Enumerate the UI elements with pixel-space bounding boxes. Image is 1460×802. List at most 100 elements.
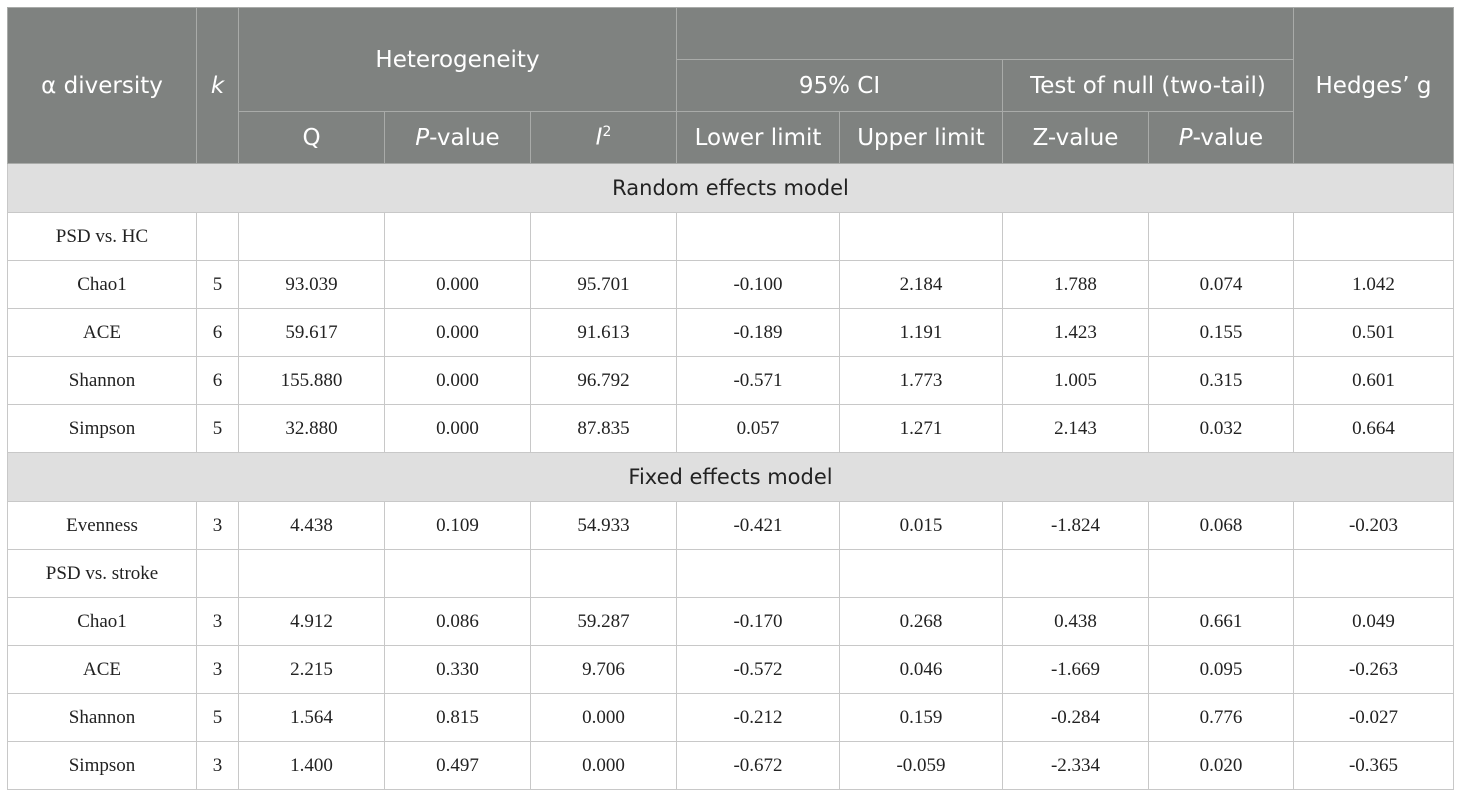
table-row: Shannon 5 1.564 0.815 0.000 -0.212 0.159… — [7, 693, 1454, 742]
cell-i-squared: 59.287 — [530, 597, 677, 646]
header-95-ci: 95% CI — [676, 59, 1003, 112]
cell-i-squared: 9.706 — [530, 645, 677, 694]
group-row: PSD vs. stroke — [7, 549, 1454, 598]
cell-i-squared: 91.613 — [530, 308, 677, 357]
cell-name: Chao1 — [7, 597, 197, 646]
cell-k: 3 — [196, 645, 239, 694]
cell-lower-limit: -0.571 — [676, 356, 840, 405]
cell-name: ACE — [7, 308, 197, 357]
cell-p-value: 0.330 — [384, 645, 531, 694]
cell-i-squared: 0.000 — [530, 693, 677, 742]
cell-hedges-g: 0.664 — [1293, 404, 1454, 453]
section-fixed-effects: Fixed effects model — [7, 452, 1454, 502]
cell-k: 5 — [196, 404, 239, 453]
cell-p-value-test: 0.020 — [1148, 741, 1294, 790]
cell-lower-limit: -0.212 — [676, 693, 840, 742]
cell-z-value: 1.005 — [1002, 356, 1149, 405]
cell-hedges-g: 0.501 — [1293, 308, 1454, 357]
cell-hedges-g: -0.263 — [1293, 645, 1454, 694]
header-hedges-g: Hedges’ g — [1293, 7, 1454, 164]
cell-lower-limit: -0.189 — [676, 308, 840, 357]
section-row: Random effects model — [7, 163, 1454, 213]
header-p-italic: P — [415, 124, 430, 151]
header-i-italic: I — [595, 124, 603, 151]
cell-z-value: -1.669 — [1002, 645, 1149, 694]
cell-lower-limit: 0.057 — [676, 404, 840, 453]
cell-q: 1.400 — [238, 741, 385, 790]
cell-lower-limit: -0.672 — [676, 741, 840, 790]
cell-i-squared: 96.792 — [530, 356, 677, 405]
cell-name: Shannon — [7, 356, 197, 405]
section-row: Fixed effects model — [7, 452, 1454, 502]
cell-q: 59.617 — [238, 308, 385, 357]
cell-k: 6 — [196, 356, 239, 405]
cell-k: 3 — [196, 597, 239, 646]
cell-upper-limit: 1.271 — [839, 404, 1003, 453]
cell-p-value-test: 0.661 — [1148, 597, 1294, 646]
table-row: Evenness 3 4.438 0.109 54.933 -0.421 0.0… — [7, 501, 1454, 550]
cell-k: 5 — [196, 260, 239, 309]
table-row: ACE 3 2.215 0.330 9.706 -0.572 0.046 -1.… — [7, 645, 1454, 694]
table-row: Chao1 3 4.912 0.086 59.287 -0.170 0.268 … — [7, 597, 1454, 646]
cell-z-value: 2.143 — [1002, 404, 1149, 453]
header-i-sup: 2 — [602, 124, 612, 141]
cell-upper-limit: 0.015 — [839, 501, 1003, 550]
header-k: k — [196, 7, 239, 164]
cell-q: 32.880 — [238, 404, 385, 453]
table-header: α diversity k Heterogeneity Hedges’ g 95… — [7, 7, 1454, 164]
cell-hedges-g: 0.049 — [1293, 597, 1454, 646]
table-row: Chao1 5 93.039 0.000 95.701 -0.100 2.184… — [7, 260, 1454, 309]
group-psd-vs-hc: PSD vs. HC — [7, 212, 197, 261]
cell-z-value: -2.334 — [1002, 741, 1149, 790]
cell-k: 6 — [196, 308, 239, 357]
cell-name: Simpson — [7, 404, 197, 453]
header-test-of-null: Test of null (two-tail) — [1002, 59, 1294, 112]
cell-z-value: 1.423 — [1002, 308, 1149, 357]
header-alpha-diversity: α diversity — [7, 7, 197, 164]
header-p-suffix-2: -value — [1192, 124, 1264, 151]
cell-z-value: 0.438 — [1002, 597, 1149, 646]
cell-upper-limit: 0.046 — [839, 645, 1003, 694]
cell-k: 3 — [196, 741, 239, 790]
cell-hedges-g: 0.601 — [1293, 356, 1454, 405]
table-body: Random effects model PSD vs. HC Chao1 5 … — [7, 163, 1454, 790]
cell-k: 5 — [196, 693, 239, 742]
cell-z-value: -0.284 — [1002, 693, 1149, 742]
cell-p-value: 0.000 — [384, 404, 531, 453]
cell-upper-limit: -0.059 — [839, 741, 1003, 790]
cell-p-value-test: 0.032 — [1148, 404, 1294, 453]
header-k-label: k — [210, 72, 225, 99]
header-heterogeneity: Heterogeneity — [238, 7, 677, 112]
cell-p-value-test: 0.315 — [1148, 356, 1294, 405]
cell-name: Chao1 — [7, 260, 197, 309]
cell-i-squared: 54.933 — [530, 501, 677, 550]
cell-name: ACE — [7, 645, 197, 694]
cell-hedges-g: 1.042 — [1293, 260, 1454, 309]
cell-p-value-test: 0.074 — [1148, 260, 1294, 309]
cell-p-value: 0.497 — [384, 741, 531, 790]
cell-lower-limit: -0.100 — [676, 260, 840, 309]
cell-q: 93.039 — [238, 260, 385, 309]
cell-p-value: 0.086 — [384, 597, 531, 646]
header-upper-limit: Upper limit — [839, 111, 1003, 164]
header-p-italic-2: P — [1178, 124, 1193, 151]
cell-k: 3 — [196, 501, 239, 550]
cell-p-value-test: 0.068 — [1148, 501, 1294, 550]
cell-lower-limit: -0.572 — [676, 645, 840, 694]
group-row: PSD vs. HC — [7, 212, 1454, 261]
cell-hedges-g: -0.027 — [1293, 693, 1454, 742]
cell-name: Shannon — [7, 693, 197, 742]
cell-q: 2.215 — [238, 645, 385, 694]
header-p-value-test: P-value — [1148, 111, 1294, 164]
cell-p-value: 0.000 — [384, 260, 531, 309]
cell-p-value: 0.109 — [384, 501, 531, 550]
cell-upper-limit: 0.159 — [839, 693, 1003, 742]
table-row: ACE 6 59.617 0.000 91.613 -0.189 1.191 1… — [7, 308, 1454, 357]
header-lower-limit: Lower limit — [676, 111, 840, 164]
cell-p-value-test: 0.155 — [1148, 308, 1294, 357]
cell-upper-limit: 1.773 — [839, 356, 1003, 405]
header-p-suffix: -value — [429, 124, 500, 151]
cell-upper-limit: 2.184 — [839, 260, 1003, 309]
cell-p-value: 0.815 — [384, 693, 531, 742]
table-row: Shannon 6 155.880 0.000 96.792 -0.571 1.… — [7, 356, 1454, 405]
